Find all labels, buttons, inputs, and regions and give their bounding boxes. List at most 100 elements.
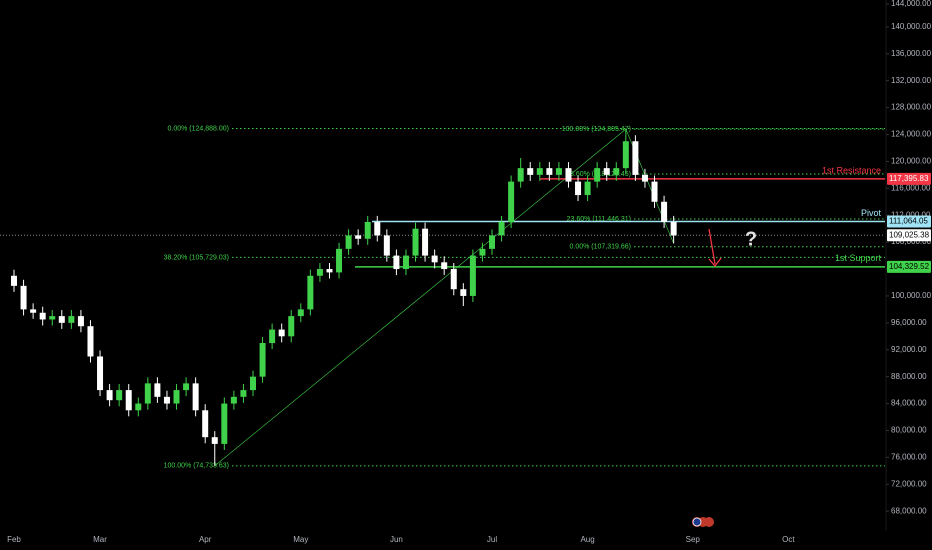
price-tag-label: 109,025.38	[889, 230, 930, 239]
candle-body	[173, 390, 180, 404]
candle-body	[661, 201, 668, 222]
candle-body	[58, 316, 65, 323]
candle-body	[116, 390, 123, 401]
price-tag	[887, 172, 931, 185]
y-tick-label: 72,000.00	[891, 479, 927, 488]
candle-body	[393, 255, 400, 270]
candle-body	[20, 285, 27, 310]
candle-body	[192, 383, 199, 411]
candle-body	[412, 228, 419, 256]
price-tag	[887, 229, 931, 242]
fib-label: 0.00% (107,319.66)	[570, 244, 632, 251]
candle-body	[469, 255, 476, 296]
x-tick-label: Jul	[487, 535, 497, 544]
x-tick-label: Sep	[686, 535, 701, 544]
x-tick-label: Apr	[199, 535, 212, 544]
candle-body	[536, 168, 543, 175]
level-name: 1st Resistance	[822, 165, 881, 175]
x-tick-label: Feb	[7, 535, 21, 544]
candle-body	[87, 326, 94, 357]
y-tick-label: 80,000.00	[891, 426, 927, 435]
candle-body	[575, 181, 582, 196]
x-tick-label: Mar	[93, 535, 107, 544]
candle-body	[135, 403, 142, 411]
candle-body	[345, 235, 352, 249]
candle-body	[49, 316, 56, 320]
candle-body	[77, 316, 84, 327]
fib-label: 100.00% (124,805.47)	[562, 126, 631, 133]
candle-body	[450, 269, 457, 290]
trend-line	[214, 128, 627, 467]
candle-body	[431, 255, 438, 263]
candle-body	[250, 376, 256, 391]
candle-body	[498, 221, 505, 236]
candle-body	[364, 221, 371, 239]
candle-body	[460, 289, 467, 296]
candle-body	[422, 228, 429, 256]
candle-body	[106, 390, 113, 401]
price-tag-label: 117,395.83	[889, 174, 929, 183]
annotation: ?	[745, 228, 757, 250]
candle-body	[546, 168, 553, 175]
candle-body	[97, 356, 104, 391]
price-tag-label: 111,064.05	[889, 217, 928, 226]
candle-body	[594, 168, 601, 182]
y-tick-label: 124,000.00	[891, 130, 932, 139]
candle-body	[402, 255, 409, 270]
candle-body	[11, 275, 17, 286]
candle-body	[613, 168, 620, 175]
y-tick-label: 108,000.00	[891, 237, 932, 246]
arrow	[708, 228, 722, 268]
candle-body	[479, 248, 486, 256]
y-tick-label: 92,000.00	[891, 345, 927, 354]
candle-body	[163, 396, 170, 404]
candle-body	[316, 269, 323, 276]
y-tick-label: 100,000.00	[891, 291, 932, 300]
candle-body	[240, 390, 247, 397]
y-tick-label: 88,000.00	[891, 372, 927, 381]
fib-label: 100.00% (74,733.63)	[164, 463, 229, 470]
y-tick-label: 76,000.00	[891, 452, 927, 461]
x-tick-label: Jun	[390, 535, 403, 544]
candle-body	[441, 262, 448, 270]
level-name: Pivot	[861, 208, 882, 218]
candle-body	[144, 383, 151, 404]
candle-body	[230, 396, 237, 404]
candle-body	[39, 312, 46, 320]
candle-body	[221, 403, 228, 444]
candle-body	[259, 343, 266, 377]
candle-body	[622, 141, 629, 169]
y-tick-label: 120,000.00	[891, 157, 932, 166]
x-tick-label: May	[293, 535, 308, 544]
y-tick-label: 96,000.00	[891, 318, 927, 327]
candle-body	[508, 181, 515, 222]
y-tick-label: 144,000.00	[891, 0, 932, 8]
fib-label: 38.20% (105,729.03)	[164, 254, 229, 261]
candle-body	[336, 248, 343, 273]
y-tick-label: 84,000.00	[891, 399, 927, 408]
y-tick-label: 140,000.00	[891, 22, 932, 31]
y-tick-label: 132,000.00	[891, 76, 932, 85]
candle-body	[183, 383, 190, 391]
candle-body	[555, 168, 562, 175]
candle-body	[641, 174, 648, 182]
x-tick-label: Aug	[580, 535, 594, 544]
candle-body	[297, 309, 304, 317]
x-tick-label: Oct	[782, 535, 795, 544]
candle-body	[670, 221, 677, 236]
candle-body	[269, 329, 276, 344]
flag-icon	[692, 517, 714, 527]
candle-body	[326, 269, 333, 273]
candle-body	[584, 181, 591, 196]
price-tag	[887, 215, 931, 228]
fib-label: 0.00% (124,888.00)	[168, 125, 230, 132]
candle-body	[383, 235, 390, 256]
price-tag-label: 104,329.52	[889, 262, 930, 271]
candle-body	[489, 235, 495, 249]
y-tick-label: 116,000.00	[891, 183, 931, 192]
candle-body	[517, 168, 524, 182]
candle-body	[632, 141, 639, 175]
candle-body	[565, 168, 572, 182]
level-name: 1st Support	[835, 253, 882, 263]
